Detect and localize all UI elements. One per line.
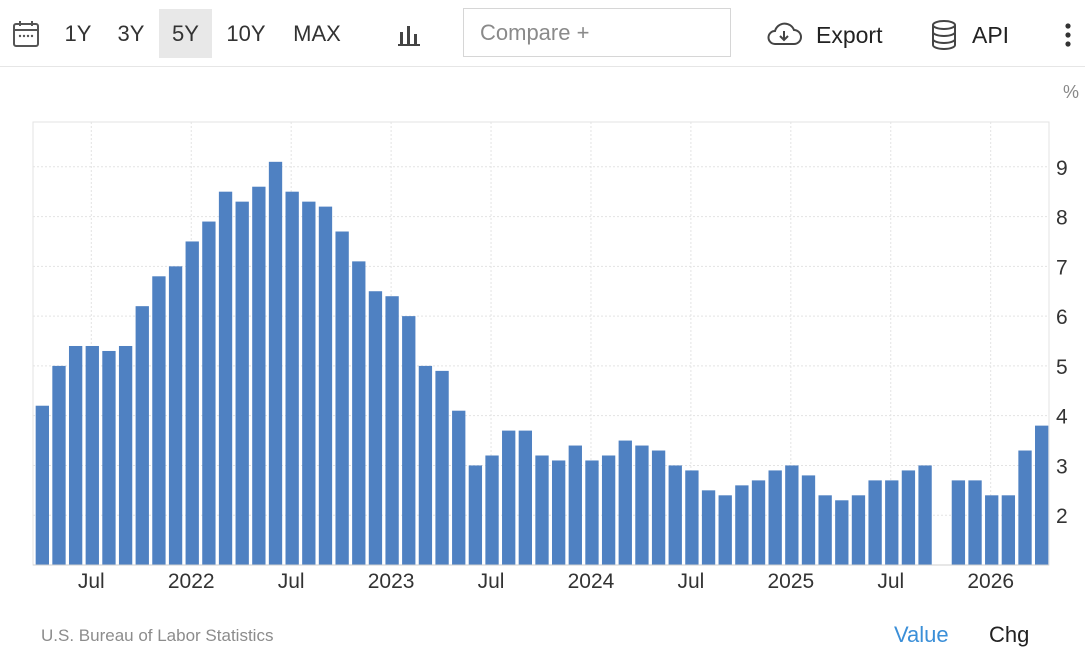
- bar[interactable]: [968, 480, 982, 565]
- bar[interactable]: [218, 191, 233, 565]
- bar[interactable]: [202, 221, 216, 565]
- bar[interactable]: [518, 430, 533, 565]
- bar[interactable]: [901, 470, 916, 565]
- bar[interactable]: [85, 345, 99, 565]
- bar-chart-icon[interactable]: [394, 20, 424, 50]
- bar[interactable]: [668, 465, 682, 565]
- period-1y[interactable]: 1Y: [64, 20, 92, 46]
- bar[interactable]: [651, 450, 666, 565]
- bar[interactable]: [435, 370, 449, 565]
- bar[interactable]: [851, 495, 866, 565]
- x-tick-label: 2024: [568, 570, 615, 593]
- bar[interactable]: [235, 201, 249, 565]
- x-tick-label: Jul: [877, 570, 904, 593]
- bar[interactable]: [735, 485, 749, 565]
- chart-area: 2 3 4 5 6 7 8 9% Jul 2022 Jul 2023 Jul 2024 Jul 2025 Jul…: [32, 82, 1079, 593]
- bar[interactable]: [635, 445, 649, 565]
- y-tick-label: 7: [1056, 256, 1068, 279]
- api-button[interactable]: API: [972, 22, 1010, 48]
- bar[interactable]: [468, 465, 483, 565]
- bar[interactable]: [352, 261, 366, 565]
- y-tick-label: 6: [1056, 306, 1068, 329]
- bar[interactable]: [585, 460, 599, 565]
- x-tick-label: Jul: [677, 570, 704, 593]
- bar[interactable]: [785, 465, 799, 565]
- period-10y[interactable]: 10Y: [226, 20, 266, 46]
- bar[interactable]: [818, 495, 832, 565]
- x-tick-label: Jul: [278, 570, 305, 593]
- bar[interactable]: [551, 460, 566, 565]
- bar[interactable]: [118, 345, 133, 565]
- bar[interactable]: [102, 350, 116, 565]
- chart-toolbar: 1Y 3Y 5Y 10Y MAX Export API: [0, 0, 1085, 67]
- y-unit-label: %: [1063, 82, 1079, 102]
- bar[interactable]: [918, 465, 932, 565]
- bar[interactable]: [718, 495, 732, 565]
- bar[interactable]: [568, 445, 582, 565]
- bar[interactable]: [168, 266, 183, 565]
- y-tick-label: 4: [1056, 406, 1068, 429]
- bar[interactable]: [285, 191, 299, 565]
- bar[interactable]: [885, 480, 899, 565]
- bar[interactable]: [68, 345, 83, 565]
- compare-input[interactable]: [463, 8, 731, 57]
- export-button[interactable]: Export: [816, 22, 883, 48]
- bar[interactable]: [868, 480, 882, 565]
- bar[interactable]: [951, 480, 966, 565]
- bar[interactable]: [835, 500, 849, 565]
- x-tick-label: 2025: [767, 570, 814, 593]
- period-3y[interactable]: 3Y: [117, 20, 145, 46]
- x-tick-label: Jul: [78, 570, 105, 593]
- value-tab[interactable]: Value: [894, 622, 949, 647]
- bar[interactable]: [402, 316, 416, 565]
- bar[interactable]: [302, 201, 316, 565]
- bar[interactable]: [751, 480, 766, 565]
- bar[interactable]: [985, 495, 999, 565]
- bar[interactable]: [152, 276, 166, 565]
- period-max[interactable]: MAX: [293, 20, 341, 46]
- bar[interactable]: [35, 405, 49, 565]
- bar[interactable]: [1001, 495, 1016, 565]
- y-tick-label: 8: [1056, 207, 1068, 230]
- bar[interactable]: [485, 455, 499, 565]
- chg-tab[interactable]: Chg: [989, 622, 1030, 647]
- bar[interactable]: [385, 296, 399, 565]
- y-tick-label: 5: [1056, 356, 1068, 379]
- bar[interactable]: [1018, 450, 1032, 565]
- x-tick-label: Jul: [478, 570, 505, 593]
- bar[interactable]: [801, 475, 816, 565]
- more-vertical-icon[interactable]: [1058, 20, 1078, 50]
- bar[interactable]: [418, 365, 433, 565]
- period-5y[interactable]: 5Y: [159, 9, 212, 58]
- y-tick-label: 9: [1056, 157, 1068, 180]
- x-tick-label: 2023: [368, 570, 415, 593]
- bar[interactable]: [368, 291, 383, 565]
- y-tick-label: 3: [1056, 455, 1068, 478]
- bar[interactable]: [701, 490, 716, 565]
- bar[interactable]: [318, 206, 333, 565]
- bar[interactable]: [685, 470, 699, 565]
- bar[interactable]: [502, 430, 516, 565]
- database-icon[interactable]: [928, 18, 960, 52]
- bar[interactable]: [1035, 425, 1049, 565]
- bar[interactable]: [185, 241, 199, 565]
- bar[interactable]: [618, 440, 632, 565]
- x-tick-label: 2022: [168, 570, 215, 593]
- bar[interactable]: [268, 161, 283, 565]
- bar[interactable]: [252, 186, 266, 565]
- x-tick-label: 2026: [967, 570, 1014, 593]
- bar[interactable]: [135, 306, 149, 565]
- source-label[interactable]: U.S. Bureau of Labor Statistics: [41, 626, 274, 645]
- bar[interactable]: [335, 231, 349, 565]
- y-tick-label: 2: [1056, 505, 1068, 528]
- bar[interactable]: [452, 410, 466, 565]
- bar[interactable]: [768, 470, 782, 565]
- calendar-icon[interactable]: [10, 18, 42, 50]
- bar[interactable]: [535, 455, 549, 565]
- bar[interactable]: [52, 365, 66, 565]
- bar[interactable]: [601, 455, 616, 565]
- cloud-download-icon[interactable]: [764, 19, 804, 51]
